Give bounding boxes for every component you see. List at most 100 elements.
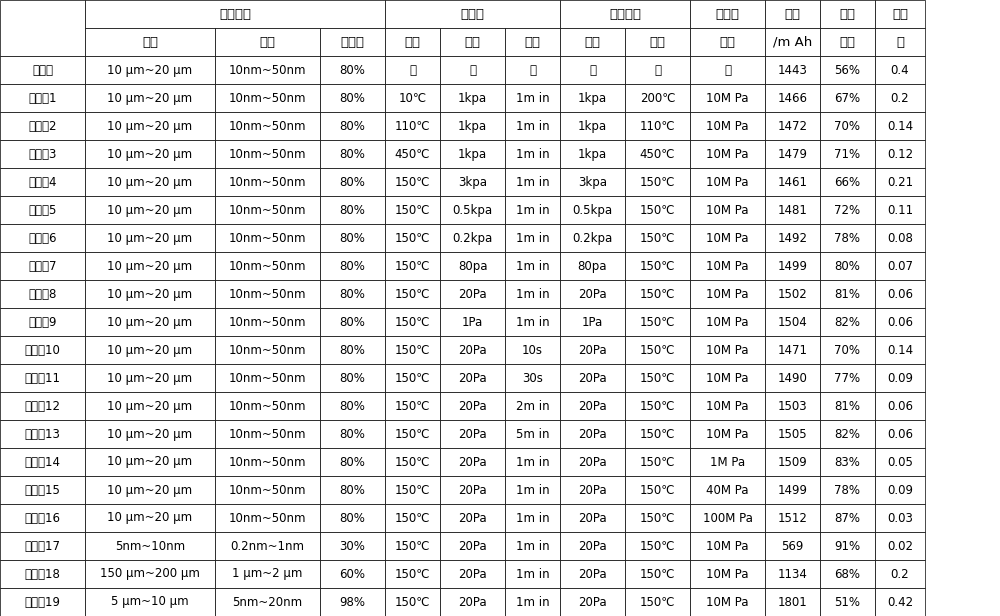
- Text: 80%: 80%: [340, 315, 365, 328]
- Text: 10nm~50nm: 10nm~50nm: [229, 147, 306, 161]
- Text: 10nm~50nm: 10nm~50nm: [229, 371, 306, 384]
- Text: 100M Pa: 100M Pa: [703, 511, 752, 524]
- Text: 1kpa: 1kpa: [578, 120, 607, 132]
- Text: 气压: 气压: [719, 36, 735, 49]
- Text: 200℃: 200℃: [640, 92, 675, 105]
- Bar: [440, 392, 505, 420]
- Bar: [85, 364, 215, 392]
- Bar: [765, 168, 820, 196]
- Bar: [0, 112, 85, 140]
- Text: 10M Pa: 10M Pa: [706, 259, 749, 272]
- Text: 10M Pa: 10M Pa: [706, 371, 749, 384]
- Text: 91%: 91%: [834, 540, 861, 553]
- Bar: [690, 588, 765, 616]
- Text: 1504: 1504: [778, 315, 807, 328]
- Text: 5nm~20nm: 5nm~20nm: [232, 596, 303, 609]
- Text: 1m in: 1m in: [516, 484, 549, 496]
- Bar: [440, 252, 505, 280]
- Bar: [85, 504, 215, 532]
- Text: 0.02: 0.02: [887, 540, 913, 553]
- Text: 实施例19: 实施例19: [24, 596, 60, 609]
- Bar: [85, 588, 215, 616]
- Bar: [875, 476, 925, 504]
- Text: 0.07: 0.07: [887, 259, 913, 272]
- Text: 10nm~50nm: 10nm~50nm: [229, 288, 306, 301]
- Text: 20Pa: 20Pa: [578, 288, 607, 301]
- Bar: [820, 252, 875, 280]
- Bar: [875, 504, 925, 532]
- Text: 20Pa: 20Pa: [578, 596, 607, 609]
- Bar: [320, 140, 385, 168]
- Bar: [320, 532, 385, 560]
- Bar: [875, 532, 925, 560]
- Text: 实施例15: 实施例15: [25, 484, 60, 496]
- Bar: [625, 84, 690, 112]
- Text: 预处理: 预处理: [461, 7, 485, 20]
- Text: 20Pa: 20Pa: [578, 511, 607, 524]
- Bar: [560, 588, 625, 616]
- Text: 10nm~50nm: 10nm~50nm: [229, 400, 306, 413]
- Bar: [320, 252, 385, 280]
- Text: 150℃: 150℃: [640, 176, 675, 188]
- Bar: [690, 336, 765, 364]
- Text: /m Ah: /m Ah: [773, 36, 812, 49]
- Bar: [505, 420, 560, 448]
- Text: 实施例1: 实施例1: [28, 92, 57, 105]
- Bar: [385, 84, 440, 112]
- Bar: [385, 420, 440, 448]
- Bar: [690, 532, 765, 560]
- Bar: [440, 588, 505, 616]
- Text: 填充过程: 填充过程: [609, 7, 641, 20]
- Text: 实施例13: 实施例13: [25, 428, 60, 440]
- Text: 0.5kpa: 0.5kpa: [572, 203, 613, 216]
- Bar: [320, 84, 385, 112]
- Bar: [440, 308, 505, 336]
- Text: 10nm~50nm: 10nm~50nm: [229, 455, 306, 469]
- Text: 20Pa: 20Pa: [458, 371, 487, 384]
- Text: 67%: 67%: [834, 92, 861, 105]
- Text: －: －: [589, 63, 596, 76]
- Bar: [820, 364, 875, 392]
- Bar: [85, 392, 215, 420]
- Text: 150℃: 150℃: [395, 371, 430, 384]
- Bar: [0, 504, 85, 532]
- Text: 150℃: 150℃: [640, 596, 675, 609]
- Text: 20Pa: 20Pa: [458, 596, 487, 609]
- Text: 80%: 80%: [340, 455, 365, 469]
- Text: 110℃: 110℃: [640, 120, 675, 132]
- Bar: [690, 224, 765, 252]
- Bar: [820, 140, 875, 168]
- Bar: [0, 252, 85, 280]
- Bar: [215, 336, 320, 364]
- Bar: [440, 168, 505, 196]
- Bar: [0, 532, 85, 560]
- Bar: [385, 252, 440, 280]
- Bar: [385, 560, 440, 588]
- Text: 80%: 80%: [340, 484, 365, 496]
- Text: 150℃: 150℃: [395, 455, 430, 469]
- Text: 20Pa: 20Pa: [458, 400, 487, 413]
- Text: 10M Pa: 10M Pa: [706, 567, 749, 580]
- Bar: [0, 84, 85, 112]
- Text: 81%: 81%: [834, 288, 860, 301]
- Text: 气压: 气压: [584, 36, 600, 49]
- Text: 10 μm~20 μm: 10 μm~20 μm: [107, 92, 193, 105]
- Bar: [505, 308, 560, 336]
- Bar: [215, 252, 320, 280]
- Bar: [215, 168, 320, 196]
- Bar: [820, 308, 875, 336]
- Bar: [385, 336, 440, 364]
- Bar: [875, 224, 925, 252]
- Bar: [320, 336, 385, 364]
- Text: 10nm~50nm: 10nm~50nm: [229, 484, 306, 496]
- Text: 72%: 72%: [834, 203, 861, 216]
- Text: 1kpa: 1kpa: [578, 92, 607, 105]
- Bar: [560, 140, 625, 168]
- Bar: [765, 280, 820, 308]
- Bar: [625, 224, 690, 252]
- Bar: [85, 56, 215, 84]
- Text: 实施例11: 实施例11: [24, 371, 60, 384]
- Bar: [215, 448, 320, 476]
- Text: 20Pa: 20Pa: [458, 455, 487, 469]
- Bar: [765, 532, 820, 560]
